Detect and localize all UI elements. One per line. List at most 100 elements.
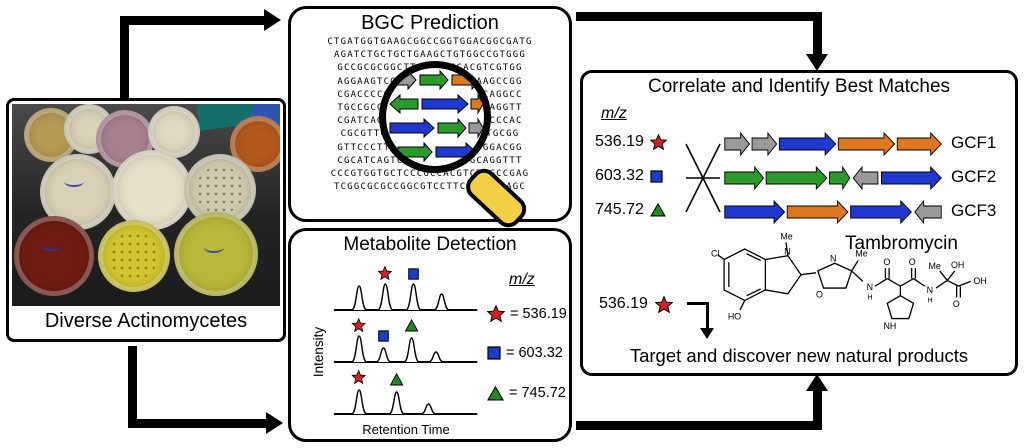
red-star-icon bbox=[378, 266, 392, 280]
arrow-segment bbox=[813, 391, 822, 430]
green-triangle-icon bbox=[389, 373, 404, 386]
arrow-segment bbox=[128, 346, 137, 428]
atom-label: O bbox=[953, 299, 960, 309]
atom-label: Cl bbox=[711, 249, 719, 259]
chromatogram-trace-1 bbox=[333, 266, 478, 311]
gene-arrow bbox=[724, 131, 750, 157]
magnifier-icon bbox=[379, 61, 491, 173]
colony-dots bbox=[196, 166, 244, 214]
mz-column-header: m/z bbox=[601, 105, 627, 122]
arrow-head-icon bbox=[806, 54, 828, 71]
gene-arrow bbox=[850, 199, 912, 225]
legend-value: = 603.32 bbox=[506, 345, 563, 361]
green-triangle-icon bbox=[404, 319, 419, 332]
dna-sequence-line: AGATCTGCTGCTGAAGCTGTGGCCGTGGG bbox=[334, 50, 526, 61]
petri-dish bbox=[174, 212, 258, 296]
correlate-panel: Correlate and Identify Best Matches m/z … bbox=[580, 70, 1018, 376]
mz-row: 603.32 bbox=[595, 167, 663, 185]
gene-arrow bbox=[468, 117, 484, 139]
colony-dots bbox=[110, 232, 158, 280]
petri-dish bbox=[112, 150, 192, 230]
compound-name: Tambromycin bbox=[845, 233, 958, 254]
gene-arrow bbox=[751, 131, 778, 157]
hit-mz-row: 536.19 bbox=[599, 295, 673, 313]
handwriting-mark bbox=[40, 240, 60, 251]
gene-arrow bbox=[880, 165, 942, 191]
atom-label: Me bbox=[780, 231, 792, 241]
gene-arrow bbox=[421, 93, 469, 115]
chromatogram-trace-3 bbox=[333, 370, 478, 415]
legend-row: = 745.72 bbox=[487, 385, 566, 401]
arrow-segment bbox=[576, 421, 822, 430]
tambromycin-structure: Cl Me N HO N O Me N H O NH O N H Me OH O… bbox=[711, 231, 987, 329]
metabolite-detection-panel: Metabolite Detection Intensity Retention… bbox=[288, 228, 572, 442]
correlation-lines bbox=[685, 143, 721, 213]
atom-label: O bbox=[816, 290, 823, 300]
legend-row: = 536.19 bbox=[487, 305, 567, 322]
petri-dish bbox=[14, 216, 94, 296]
arrow-head-icon bbox=[266, 412, 283, 434]
red-star-icon bbox=[487, 305, 505, 322]
gene-arrow bbox=[397, 141, 433, 163]
peaks bbox=[351, 389, 437, 415]
arrow-head-icon bbox=[806, 374, 828, 391]
atom-label: HO bbox=[728, 311, 741, 321]
atom-label: Me bbox=[929, 261, 941, 271]
arrow-segment bbox=[120, 16, 129, 100]
blue-square-icon bbox=[650, 169, 663, 183]
mz-column-header: m/z bbox=[509, 271, 535, 288]
gene-arrow bbox=[765, 165, 828, 191]
handwriting-mark bbox=[204, 242, 224, 253]
atom-label: O bbox=[909, 257, 916, 267]
arrow-segment bbox=[128, 419, 268, 428]
arrow-segment bbox=[120, 16, 266, 25]
atom-label: H bbox=[868, 293, 873, 301]
hit-arrow-head-icon bbox=[700, 328, 714, 339]
hit-arrow-segment bbox=[706, 302, 709, 330]
gcf1-gene-cluster bbox=[724, 131, 942, 157]
gcf3-label: GCF3 bbox=[951, 201, 997, 220]
dna-sequence-line: CCCGTGGTGCTCCCGCCACGTCTTGCCGAG bbox=[330, 169, 530, 180]
chromatogram-trace-2 bbox=[333, 318, 478, 363]
arrow-head-icon bbox=[264, 9, 281, 31]
handwriting-mark bbox=[64, 176, 84, 187]
peaks bbox=[351, 335, 444, 363]
blue-square-icon bbox=[487, 346, 501, 360]
atom-label: NH bbox=[884, 321, 897, 329]
red-star-icon bbox=[351, 370, 366, 384]
gene-arrow bbox=[786, 199, 849, 225]
red-star-icon bbox=[650, 134, 667, 150]
left-panel-caption: Diverse Actinomycetes bbox=[12, 306, 280, 336]
gene-arrow bbox=[852, 165, 879, 191]
atom-label: O bbox=[884, 257, 891, 267]
atom-label: N bbox=[830, 253, 836, 263]
mz-value: 603.32 bbox=[595, 167, 644, 184]
gcf2-gene-cluster bbox=[724, 165, 942, 191]
gene-arrow bbox=[437, 117, 467, 139]
arrow-segment bbox=[813, 12, 822, 56]
gene-arrow bbox=[389, 93, 419, 115]
atom-label: N bbox=[784, 247, 790, 257]
gene-arrow bbox=[837, 131, 896, 157]
red-star-icon bbox=[655, 295, 673, 313]
legend-value: = 536.19 bbox=[510, 305, 567, 322]
legend-value: = 745.72 bbox=[509, 385, 566, 401]
bgc-prediction-panel: BGC Prediction CTGATGGTGAAGCGGCCGGTGGACG… bbox=[288, 6, 572, 233]
gene-arrow bbox=[470, 93, 484, 115]
petri-dish bbox=[98, 220, 170, 292]
gcf1-label: GCF1 bbox=[951, 133, 997, 152]
correlate-panel-title: Correlate and Identify Best Matches bbox=[647, 76, 951, 97]
atom-label: OH bbox=[951, 260, 964, 270]
atom-label: N bbox=[927, 285, 933, 295]
mz-row: 536.19 bbox=[595, 133, 667, 151]
petri-dish-photo bbox=[12, 104, 280, 306]
gene-cluster-arrows bbox=[389, 69, 484, 163]
chromatogram-stack bbox=[331, 264, 481, 420]
atom-label: Me bbox=[855, 249, 867, 259]
intensity-axis-label: Intensity bbox=[311, 326, 326, 378]
gene-arrow bbox=[724, 199, 786, 225]
dna-sequence-line: TCGGCGCGCCGGCGTCCTTCCCGGACAGC bbox=[334, 182, 526, 193]
gene-arrow bbox=[389, 117, 435, 139]
gene-arrow bbox=[914, 199, 942, 225]
